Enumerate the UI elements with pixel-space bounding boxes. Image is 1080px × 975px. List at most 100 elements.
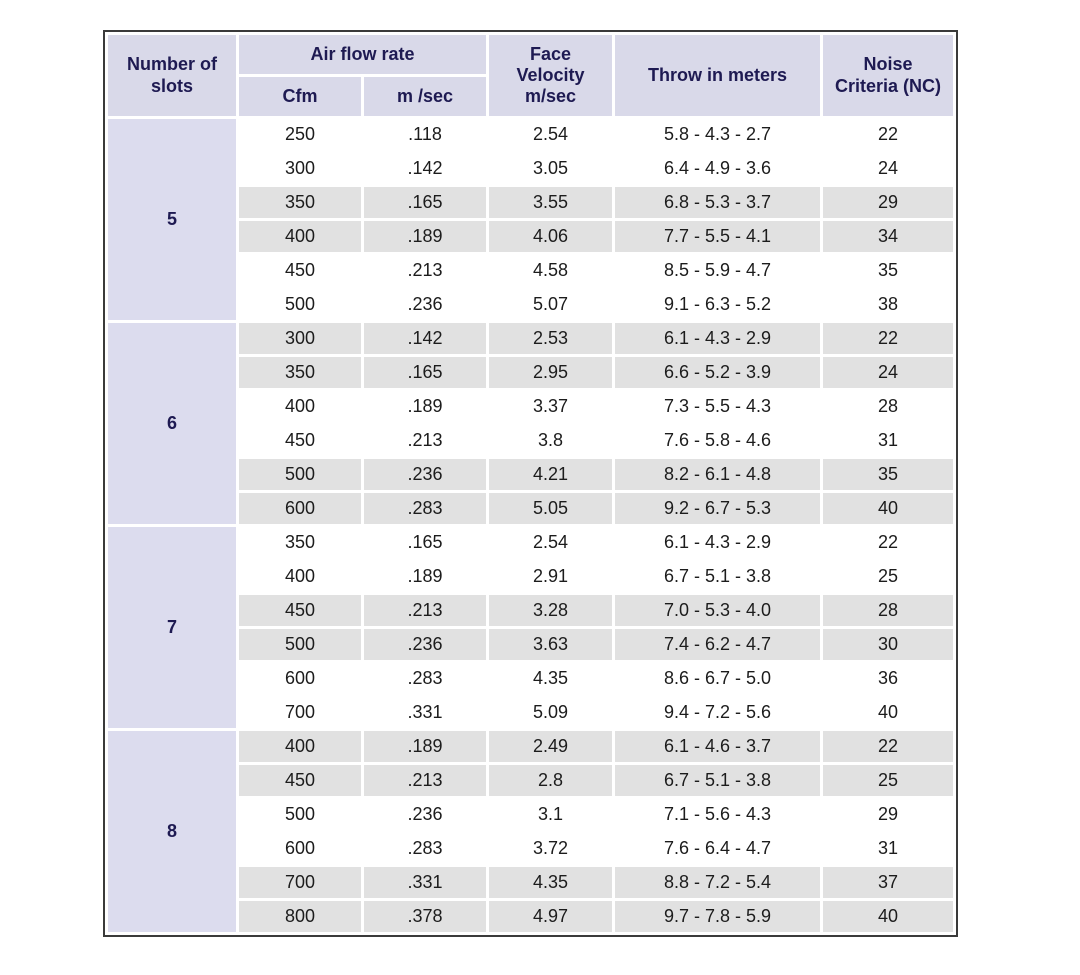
- table-row: 5 250.118 2.54 5.8 - 4.3 - 2.7 22: [108, 119, 953, 320]
- m-sec-cell: .213: [364, 595, 486, 626]
- m-sec-cell: .283: [364, 493, 486, 524]
- cfm-cell: 500: [239, 289, 361, 320]
- table-row: 600.283 3.72 7.6 - 6.4 - 4.7 31: [108, 833, 953, 864]
- cfm-cell: 350: [239, 357, 361, 388]
- noise-cell: 40: [823, 901, 953, 932]
- throw-cell: 9.7 - 7.8 - 5.9: [615, 901, 820, 932]
- cfm-cell: 450: [239, 765, 361, 796]
- noise-cell: 37: [823, 867, 953, 898]
- cfm-cell: 450: [239, 255, 361, 286]
- cfm-cell: 700: [239, 697, 361, 728]
- noise-cell: 25: [823, 561, 953, 592]
- face-velocity-cell: 4.35: [489, 663, 612, 694]
- noise-cell: 40: [823, 697, 953, 728]
- face-velocity-cell: 5.07: [489, 289, 612, 320]
- m-sec-cell: .118: [364, 119, 486, 150]
- cfm-cell: 600: [239, 663, 361, 694]
- header-cfm: Cfm: [239, 77, 361, 116]
- face-velocity-cell: 4.97: [489, 901, 612, 932]
- slots-group-label: 8: [108, 731, 236, 932]
- table-row: 450.213 3.28 7.0 - 5.3 - 4.0 28: [108, 595, 953, 626]
- face-velocity-cell: 2.53: [489, 323, 612, 354]
- table-row: 450.213 3.8 7.6 - 5.8 - 4.6 31: [108, 425, 953, 456]
- header-row-sub: Cfm m /sec: [108, 77, 953, 116]
- cfm-cell: 350: [239, 527, 361, 558]
- m-sec-cell: .283: [364, 833, 486, 864]
- table-row: 300.142 3.05 6.4 - 4.9 - 3.6 24: [108, 153, 953, 184]
- cfm-cell: 400: [239, 561, 361, 592]
- slot-diffuser-performance-table: Number of slots Air flow rate Face Veloc…: [103, 30, 958, 937]
- table-row: 600.283 4.35 8.6 - 6.7 - 5.0 36: [108, 663, 953, 694]
- cfm-cell: 500: [239, 629, 361, 660]
- table-row: 500.236 5.07 9.1 - 6.3 - 5.2 38: [108, 289, 953, 320]
- m-sec-cell: .236: [364, 459, 486, 490]
- cfm-cell: 450: [239, 425, 361, 456]
- throw-cell: 6.1 - 4.6 - 3.7: [615, 731, 820, 762]
- face-velocity-cell: 5.05: [489, 493, 612, 524]
- slots-group-label: 6: [108, 323, 236, 524]
- table-row: 450.213 4.58 8.5 - 5.9 - 4.7 35: [108, 255, 953, 286]
- cfm-cell: 800: [239, 901, 361, 932]
- throw-cell: 7.6 - 6.4 - 4.7: [615, 833, 820, 864]
- cfm-cell: 700: [239, 867, 361, 898]
- table-row: 500.236 3.63 7.4 - 6.2 - 4.7 30: [108, 629, 953, 660]
- table-row: 700.331 4.35 8.8 - 7.2 - 5.4 37: [108, 867, 953, 898]
- table-row: 500.236 3.1 7.1 - 5.6 - 4.3 29: [108, 799, 953, 830]
- face-velocity-cell: 4.35: [489, 867, 612, 898]
- face-velocity-cell: 2.54: [489, 527, 612, 558]
- m-sec-cell: .165: [364, 527, 486, 558]
- table-row: 600.283 5.05 9.2 - 6.7 - 5.3 40: [108, 493, 953, 524]
- table-row: 400.189 4.06 7.7 - 5.5 - 4.1 34: [108, 221, 953, 252]
- throw-cell: 7.0 - 5.3 - 4.0: [615, 595, 820, 626]
- table-row: 7 350.165 2.54 6.1 - 4.3 - 2.9 22: [108, 527, 953, 728]
- throw-cell: 9.1 - 6.3 - 5.2: [615, 289, 820, 320]
- table-row: 350.165 3.55 6.8 - 5.3 - 3.7 29: [108, 187, 953, 218]
- cfm-cell: 300: [239, 153, 361, 184]
- m-sec-cell: .331: [364, 867, 486, 898]
- header-air-flow-rate: Air flow rate: [239, 35, 486, 74]
- face-velocity-cell: 3.05: [489, 153, 612, 184]
- m-sec-cell: .142: [364, 323, 486, 354]
- cfm-cell: 350: [239, 187, 361, 218]
- throw-cell: 6.6 - 5.2 - 3.9: [615, 357, 820, 388]
- noise-cell: 24: [823, 357, 953, 388]
- table-row: 500.236 4.21 8.2 - 6.1 - 4.8 35: [108, 459, 953, 490]
- noise-cell: 22: [823, 527, 953, 558]
- noise-cell: 35: [823, 255, 953, 286]
- throw-cell: 8.5 - 5.9 - 4.7: [615, 255, 820, 286]
- noise-cell: 29: [823, 187, 953, 218]
- table-row: 350.165 2.95 6.6 - 5.2 - 3.9 24: [108, 357, 953, 388]
- header-m-sec: m /sec: [364, 77, 486, 116]
- header-throw-in-meters: Throw in meters: [615, 35, 820, 116]
- cfm-cell: 250: [239, 119, 361, 150]
- throw-cell: 6.8 - 5.3 - 3.7: [615, 187, 820, 218]
- m-sec-cell: .378: [364, 901, 486, 932]
- m-sec-cell: .189: [364, 391, 486, 422]
- face-velocity-cell: 2.54: [489, 119, 612, 150]
- face-velocity-cell: 4.06: [489, 221, 612, 252]
- m-sec-cell: .213: [364, 765, 486, 796]
- noise-cell: 25: [823, 765, 953, 796]
- m-sec-cell: .142: [364, 153, 486, 184]
- m-sec-cell: .213: [364, 425, 486, 456]
- throw-cell: 5.8 - 4.3 - 2.7: [615, 119, 820, 150]
- header-number-of-slots: Number of slots: [108, 35, 236, 116]
- table-row: 6 300.142 2.53 6.1 - 4.3 - 2.9 22: [108, 323, 953, 524]
- cfm-cell: 500: [239, 799, 361, 830]
- noise-cell: 30: [823, 629, 953, 660]
- cfm-cell: 400: [239, 221, 361, 252]
- cfm-cell: 500: [239, 459, 361, 490]
- cfm-cell: 400: [239, 731, 361, 762]
- cfm-cell: 400: [239, 391, 361, 422]
- throw-cell: 7.1 - 5.6 - 4.3: [615, 799, 820, 830]
- throw-cell: 7.4 - 6.2 - 4.7: [615, 629, 820, 660]
- table-row: 8 400.189 2.49 6.1 - 4.6 - 3.7 22: [108, 731, 953, 932]
- face-velocity-cell: 3.72: [489, 833, 612, 864]
- noise-cell: 24: [823, 153, 953, 184]
- noise-cell: 40: [823, 493, 953, 524]
- noise-cell: 36: [823, 663, 953, 694]
- face-velocity-cell: 3.1: [489, 799, 612, 830]
- noise-cell: 22: [823, 731, 953, 762]
- header-noise-criteria: Noise Criteria (NC): [823, 35, 953, 116]
